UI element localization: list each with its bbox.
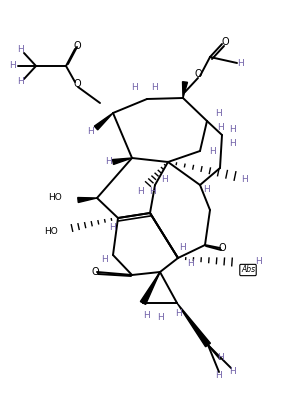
Text: H: H — [242, 176, 248, 184]
Text: H: H — [101, 255, 107, 265]
Text: O: O — [221, 37, 229, 47]
Text: H: H — [236, 59, 243, 69]
Text: H: H — [137, 188, 144, 196]
Text: H: H — [203, 186, 210, 194]
Text: H: H — [230, 126, 236, 134]
Text: H: H — [187, 259, 193, 267]
Text: O: O — [73, 41, 81, 51]
Text: H: H — [152, 83, 158, 93]
Polygon shape — [183, 82, 187, 98]
Text: H: H — [179, 243, 185, 253]
Text: H: H — [105, 158, 111, 166]
Text: H: H — [209, 148, 215, 156]
Text: O: O — [218, 243, 226, 253]
Polygon shape — [78, 198, 97, 202]
Polygon shape — [177, 303, 210, 347]
Text: H: H — [230, 138, 236, 148]
Polygon shape — [140, 272, 160, 304]
Text: H: H — [110, 223, 116, 233]
Polygon shape — [113, 158, 132, 164]
Text: H: H — [87, 126, 93, 136]
Text: H: H — [132, 83, 138, 93]
Polygon shape — [94, 113, 113, 130]
Text: H: H — [150, 188, 156, 196]
Text: H: H — [162, 176, 168, 184]
Text: H: H — [255, 257, 261, 267]
Text: H: H — [157, 314, 163, 322]
Text: H: H — [144, 310, 150, 320]
Text: O: O — [194, 69, 202, 79]
Text: Abs: Abs — [241, 265, 255, 275]
Text: H: H — [215, 109, 221, 117]
Text: H: H — [174, 308, 181, 318]
Text: HO: HO — [48, 194, 62, 203]
Text: H: H — [215, 371, 221, 379]
Text: H: H — [18, 45, 24, 55]
Text: H: H — [217, 124, 223, 132]
Text: O: O — [73, 79, 81, 89]
Text: O: O — [91, 267, 99, 277]
Text: H: H — [230, 367, 236, 377]
Text: H: H — [217, 352, 223, 361]
Text: HO: HO — [44, 227, 58, 237]
Text: H: H — [18, 77, 24, 87]
Text: H: H — [10, 61, 16, 71]
